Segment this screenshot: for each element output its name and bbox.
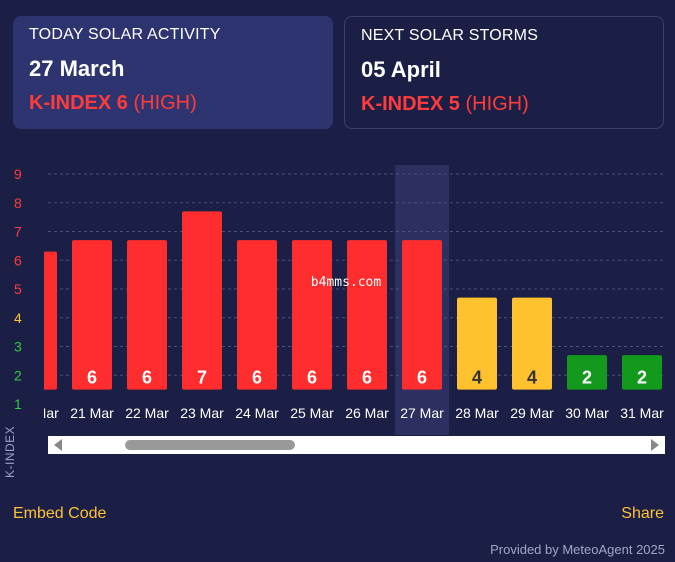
x-tick-label: 31 Mar <box>620 405 664 421</box>
bar-26-mar[interactable] <box>347 240 387 390</box>
today-k-level: (HIGH) <box>133 92 197 114</box>
bar-data-label: 6 <box>142 368 152 388</box>
bar-data-label: 2 <box>637 368 647 388</box>
scrollbar-thumb[interactable] <box>125 440 295 450</box>
y-tick-label: 9 <box>14 166 22 182</box>
bar-23-mar[interactable] <box>182 211 222 390</box>
x-tick-label: 30 Mar <box>565 405 609 421</box>
bar-30-mar[interactable] <box>567 355 607 390</box>
today-card-label: TODAY SOLAR ACTIVITY <box>29 26 221 43</box>
bars-group: 20 Mar 6 21 Mar 6 22 Mar 7 23 Mar 6 24 Mar 6 25 Ma… <box>15 211 664 421</box>
x-tick-label: 20 Mar <box>15 405 59 421</box>
bar-data-label: 7 <box>197 368 207 388</box>
x-tick-label: 25 Mar <box>290 405 334 421</box>
bar-28-mar[interactable] <box>457 297 497 390</box>
y-tick-label: 2 <box>14 367 22 383</box>
y-tick-label: 4 <box>14 310 22 326</box>
y-tick-label: 3 <box>14 339 22 355</box>
today-solar-activity-card: TODAY SOLAR ACTIVITY 27 March K-INDEX 6 … <box>13 16 333 129</box>
y-tick-label: 6 <box>14 252 22 268</box>
bar-data-label: 2 <box>582 368 592 388</box>
x-tick-label: 26 Mar <box>345 405 389 421</box>
bar-data-label: 6 <box>362 368 372 388</box>
bar-data-label: 6 <box>417 368 427 388</box>
next-card-label: NEXT SOLAR STORMS <box>361 27 539 44</box>
x-tick-label: 28 Mar <box>455 405 499 421</box>
y-tick-label: 8 <box>14 195 22 211</box>
embed-code-link[interactable]: Embed Code <box>13 505 107 522</box>
next-date: 05 April <box>361 57 441 82</box>
x-tick-label: 21 Mar <box>70 405 114 421</box>
y-tick-label: 7 <box>14 224 22 240</box>
bar-data-label: 6 <box>307 368 317 388</box>
bar-20-mar[interactable] <box>17 251 57 390</box>
arrow-right-icon[interactable] <box>651 439 659 451</box>
y-tick-label: 5 <box>14 281 22 297</box>
bar-22-mar[interactable] <box>127 240 167 390</box>
bar-31-mar[interactable] <box>622 355 662 390</box>
k-index-bar-chart: 1 2 3 4 5 6 7 8 9 20 Mar 6 21 Mar 6 22 Mar 7 23 Mar 6 24 … <box>14 165 665 435</box>
x-tick-label: 29 Mar <box>510 405 554 421</box>
next-k-index-value: K-INDEX 5 <box>361 93 460 115</box>
y-tick-label: 1 <box>14 396 22 412</box>
watermark-text: b4mms.com <box>311 275 382 290</box>
bar-25-mar[interactable] <box>292 240 332 390</box>
bar-27-mar[interactable] <box>402 240 442 390</box>
bar-data-label: 4 <box>527 368 537 388</box>
bar-data-label: 6 <box>87 368 97 388</box>
chart-scrollbar[interactable] <box>48 436 665 454</box>
y-axis-label: K-INDEX <box>3 425 17 478</box>
bar-data-label: 4 <box>472 368 482 388</box>
next-k-level: (HIGH) <box>465 93 529 115</box>
share-link[interactable]: Share <box>621 505 664 522</box>
next-k-index: K-INDEX 5 (HIGH) <box>361 93 647 116</box>
x-tick-label: 22 Mar <box>125 405 169 421</box>
bar-data-label: 6 <box>252 368 262 388</box>
x-tick-label: 24 Mar <box>235 405 279 421</box>
today-date: 27 March <box>29 56 125 81</box>
x-tick-label: 23 Mar <box>180 405 224 421</box>
bar-24-mar[interactable] <box>237 240 277 390</box>
next-solar-storms-card: NEXT SOLAR STORMS 05 April K-INDEX 5 (HI… <box>344 16 664 129</box>
x-tick-label: 27 Mar <box>400 405 444 421</box>
bar-21-mar[interactable] <box>72 240 112 390</box>
arrow-left-icon[interactable] <box>54 439 62 451</box>
provided-by-text: Provided by MeteoAgent 2025 <box>490 542 665 557</box>
today-k-index-value: K-INDEX 6 <box>29 92 128 114</box>
bar-29-mar[interactable] <box>512 297 552 390</box>
today-k-index: K-INDEX 6 (HIGH) <box>29 92 317 115</box>
